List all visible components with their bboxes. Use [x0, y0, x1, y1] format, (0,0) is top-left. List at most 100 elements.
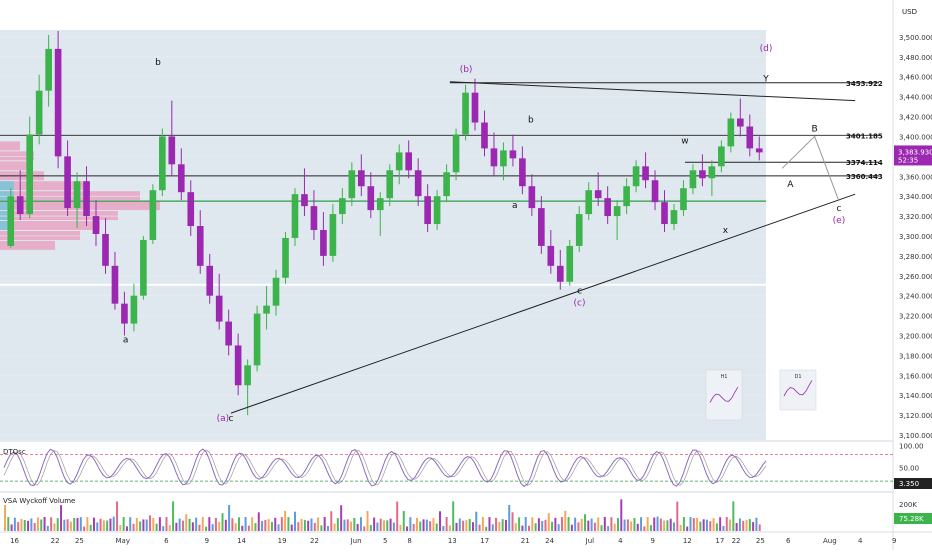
volume-bar	[132, 523, 135, 531]
volume-bar	[60, 505, 63, 531]
candle-body	[320, 230, 327, 256]
candle-body	[613, 206, 621, 217]
candle-body	[102, 233, 109, 266]
volume-bar	[158, 517, 161, 531]
price-tick-label: 3,200.000	[899, 333, 932, 341]
volume-bar	[112, 516, 115, 531]
candle-body	[26, 134, 34, 215]
volume-bar	[452, 501, 455, 531]
candle-body	[651, 180, 659, 203]
volume-profile-bar	[0, 221, 100, 230]
volume-bar	[386, 520, 389, 531]
wave-label: B	[812, 124, 818, 134]
price-tick-label: 3,480.000	[899, 54, 932, 62]
volume-bar	[729, 519, 732, 531]
volume-bar	[7, 517, 10, 531]
price-level-label: 3401.185	[846, 132, 883, 140]
volume-bar	[442, 526, 445, 531]
wave-label: b	[528, 116, 534, 126]
candle-body	[755, 148, 763, 153]
candle-body	[196, 226, 204, 266]
volume-profile-bar	[0, 181, 90, 191]
volume-bar	[241, 525, 244, 531]
volume-bar	[445, 517, 448, 531]
volume-bar	[277, 524, 280, 531]
volume-bar	[705, 519, 708, 531]
volume-bar	[231, 518, 234, 531]
candle-body	[680, 188, 687, 211]
candle-body	[301, 194, 308, 207]
price-tick-label: 3,500.000	[899, 34, 932, 42]
candle-body	[604, 198, 611, 217]
volume-profile-bar	[0, 231, 80, 240]
volume-bar	[287, 517, 290, 531]
wave-label: (e)	[833, 216, 846, 226]
volume-bar	[359, 517, 362, 531]
oscillator-line	[3, 448, 767, 488]
oscillator-signal-line	[3, 449, 767, 486]
volume-bar	[30, 518, 33, 531]
price-tick-label: 3,300.000	[899, 233, 932, 241]
date-tick-label: 5	[383, 537, 387, 545]
volume-bar	[119, 525, 122, 531]
candle-body	[54, 48, 62, 157]
candle-body	[594, 190, 602, 199]
candle-body	[661, 202, 668, 225]
candle-body	[699, 170, 706, 179]
date-tick-label: Jul	[585, 537, 595, 545]
volume-bar	[551, 521, 554, 531]
volume-bar	[313, 522, 316, 531]
volume-bar	[725, 517, 728, 531]
volume-bar	[432, 518, 435, 531]
volume-bar	[468, 518, 471, 531]
volume-bar	[590, 518, 593, 531]
volume-bar	[33, 523, 36, 531]
volume-bar	[66, 519, 69, 531]
candle-body	[433, 196, 441, 225]
price-tick-label: 3,100.000	[899, 432, 932, 440]
volume-bar	[188, 518, 191, 531]
volume-bar	[663, 520, 666, 531]
candle-body	[291, 194, 299, 238]
price-tick-label: 3,140.000	[899, 392, 932, 400]
volume-bar	[557, 524, 560, 531]
candle-body	[339, 198, 346, 215]
volume-bar	[244, 517, 247, 531]
volume-bar	[172, 501, 175, 531]
price-level-label: 3453.922	[846, 80, 883, 88]
volume-bar	[752, 522, 755, 531]
candle-body	[556, 265, 564, 282]
volume-bar	[419, 521, 422, 531]
volume-bar	[524, 517, 527, 531]
volume-bar	[669, 518, 672, 531]
volume-bar	[425, 519, 428, 531]
wave-label: a	[512, 201, 518, 211]
main-pane-background	[0, 30, 766, 440]
volume-profile-bar-value-area	[0, 221, 14, 230]
candle-body	[282, 237, 289, 278]
volume-bar	[145, 519, 148, 531]
volume-bar	[73, 517, 76, 531]
volume-bar	[607, 526, 610, 531]
volume-bar	[254, 523, 257, 531]
candle-body	[35, 90, 43, 135]
candle-body	[462, 92, 469, 135]
volume-bar	[547, 513, 550, 531]
volume-bar	[422, 519, 425, 531]
candle-body	[746, 126, 754, 149]
volume-profile-bar-value-area	[0, 211, 14, 221]
volume-bar	[465, 520, 468, 531]
volume-bar	[165, 517, 168, 531]
volume-bar	[83, 526, 86, 531]
volume-bar	[738, 518, 741, 531]
volume-bar	[323, 517, 326, 531]
volume-bar	[567, 517, 570, 531]
date-tick-label: 6	[164, 537, 169, 545]
volume-bar	[415, 517, 418, 531]
volume-bar	[264, 519, 267, 531]
date-tick-label: 21	[521, 537, 530, 545]
volume-bar	[346, 519, 349, 531]
volume-bar	[630, 521, 633, 531]
